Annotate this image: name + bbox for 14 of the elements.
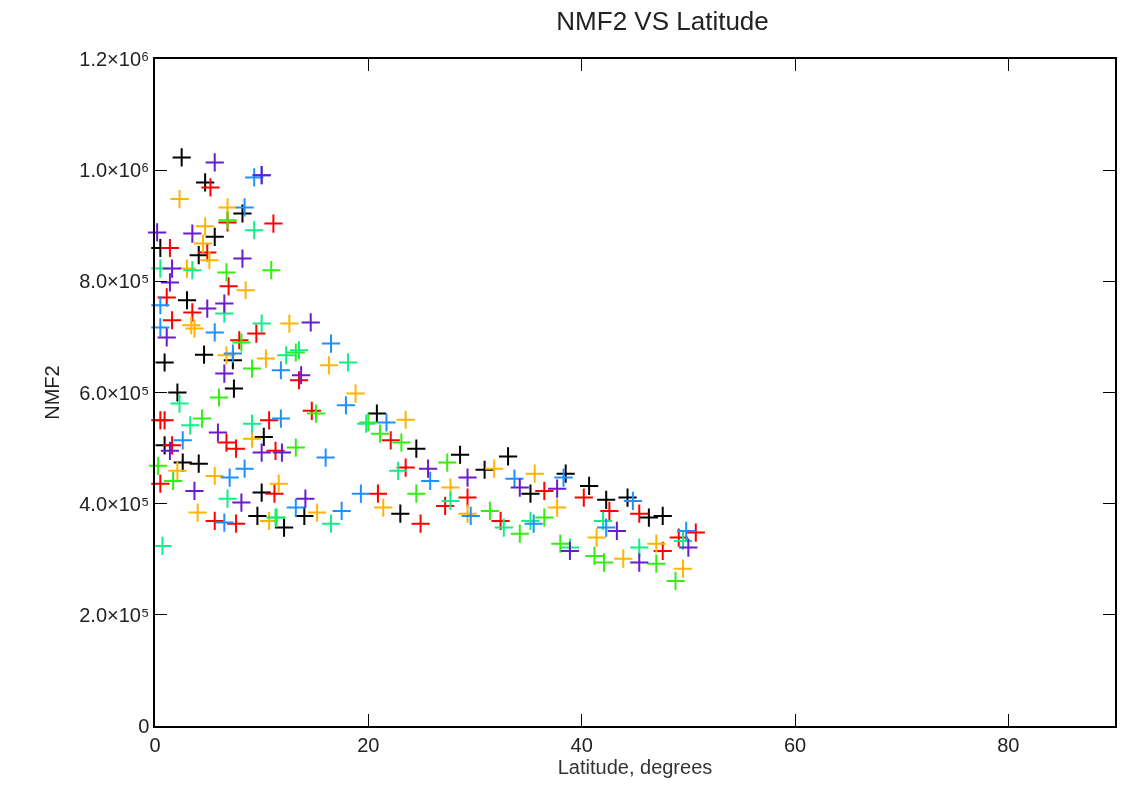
y-tick-label: 2.0×10⁵ <box>79 603 150 626</box>
y-tick-label: 8.0×10⁵ <box>79 270 150 293</box>
x-tick-label: 40 <box>570 733 593 756</box>
y-tick-label: 4.0×10⁵ <box>79 492 150 515</box>
y-tick-label: 1.0×10⁶ <box>79 159 150 182</box>
y-tick-label: 0 <box>138 715 150 737</box>
x-axis-title: Latitude, degrees <box>557 755 713 778</box>
y-axis-title: NMF2 <box>41 365 64 420</box>
x-tick-label: 60 <box>783 733 807 756</box>
x-tick-label: 20 <box>357 733 380 756</box>
y-tick-label: 6.0×10⁵ <box>79 381 150 404</box>
chart-title: NMF2 VS Latitude <box>556 6 769 37</box>
y-tick-label: 1.2×10⁶ <box>79 48 150 70</box>
x-tick-label: 80 <box>997 733 1020 756</box>
